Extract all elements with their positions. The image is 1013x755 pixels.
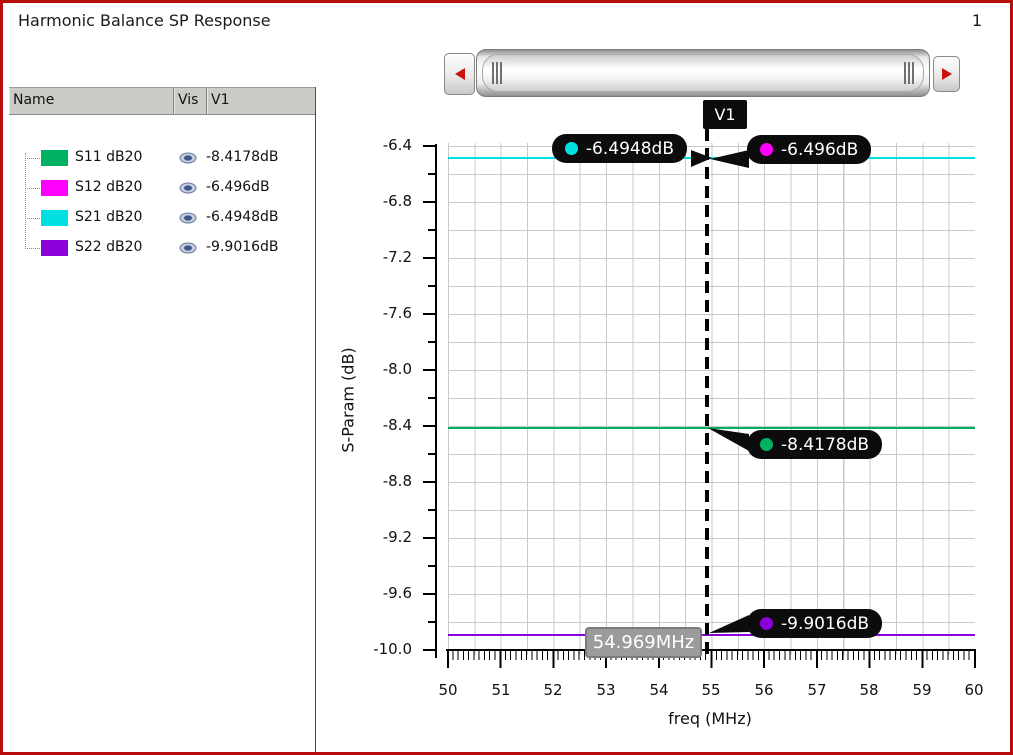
- tree-stub: [25, 218, 42, 219]
- x-tick-label: 52: [543, 681, 563, 699]
- marker-value: -9.9016dB: [206, 239, 279, 255]
- x-tick-label: 58: [859, 681, 879, 699]
- y-tick-label: -7.6: [382, 304, 412, 322]
- callout-s11-value: -8.4178dB: [781, 434, 870, 455]
- callout-s21: -6.4948dB: [551, 134, 687, 163]
- y-tick-label: -10.0: [373, 640, 412, 658]
- visibility-eye-toggle[interactable]: [179, 212, 197, 228]
- series-name: S22 dB20: [75, 239, 143, 255]
- horizontal-scrollbar: [444, 49, 960, 97]
- series-color-swatch: [41, 180, 68, 196]
- marker-value: -6.4948dB: [206, 209, 279, 225]
- marker-frequency-readout[interactable]: 54.969MHz: [585, 627, 702, 658]
- legend-row-s21[interactable]: S21 dB20 -6.4948dB: [9, 203, 315, 233]
- marker-v1-label[interactable]: V1: [703, 100, 747, 129]
- series-color-swatch: [41, 240, 68, 256]
- tree-stub: [25, 248, 42, 249]
- y-tick-label: -8.4: [382, 416, 412, 434]
- legend-header: Name Vis V1: [9, 87, 315, 115]
- plot-area[interactable]: [448, 143, 975, 655]
- green-dot-icon: [760, 438, 773, 451]
- series-name: S11 dB20: [75, 149, 143, 165]
- y-tick-label: -9.2: [382, 528, 412, 546]
- vertical-marker-line[interactable]: [705, 129, 709, 660]
- x-tick-label: 57: [807, 681, 827, 699]
- tree-stub: [25, 158, 42, 159]
- trace-s11: [448, 427, 975, 429]
- visibility-eye-toggle[interactable]: [179, 242, 197, 258]
- callout-s12: -6.496dB: [747, 135, 872, 164]
- x-tick-label: 51: [491, 681, 511, 699]
- right-arrow-icon: [941, 68, 952, 80]
- callout-s22: -9.9016dB: [747, 609, 883, 638]
- x-axis-major-ticks: [447, 651, 977, 668]
- scrollbar-thumb[interactable]: [482, 54, 924, 92]
- x-tick-label: 54: [649, 681, 669, 699]
- legend-rows: S11 dB20 -8.4178dB S12 dB20 -6.496dB S21…: [9, 143, 315, 263]
- y-tick-label: -6.4: [382, 136, 412, 154]
- legend-row-s22[interactable]: S22 dB20 -9.9016dB: [9, 233, 315, 263]
- y-axis-line: [435, 144, 437, 658]
- callout-s22-value: -9.9016dB: [781, 613, 870, 634]
- tree-stub: [25, 188, 42, 189]
- legend-header-vis[interactable]: Vis: [174, 88, 207, 114]
- x-tick-label: 50: [438, 681, 458, 699]
- scrollbar-track[interactable]: [476, 49, 930, 97]
- series-color-swatch: [41, 210, 68, 226]
- magenta-dot-icon: [760, 143, 773, 156]
- x-axis-label: freq (MHz): [668, 709, 752, 728]
- callout-s11: -8.4178dB: [747, 430, 883, 459]
- visibility-eye-toggle[interactable]: [179, 182, 197, 198]
- y-tick-label: -8.0: [382, 360, 412, 378]
- legend-header-v1[interactable]: V1: [207, 88, 315, 114]
- cyan-dot-icon: [564, 142, 578, 155]
- purple-dot-icon: [760, 617, 773, 630]
- x-tick-label: 55: [701, 681, 721, 699]
- scroll-left-button[interactable]: [444, 53, 475, 95]
- y-tick-label: -7.2: [382, 248, 412, 266]
- marker-value: -6.496dB: [206, 179, 270, 195]
- x-tick-label: 60: [964, 681, 984, 699]
- y-tick-label: -8.8: [382, 472, 412, 490]
- legend-header-name[interactable]: Name: [9, 88, 174, 114]
- callout-s21-value: -6.4948dB: [585, 138, 674, 159]
- left-arrow-icon: [454, 68, 465, 80]
- legend-tree-line: [25, 153, 27, 249]
- x-tick-label: 53: [596, 681, 616, 699]
- page-number: 1: [971, 11, 982, 30]
- thumb-right-grip[interactable]: [904, 62, 914, 84]
- x-axis-line: [446, 649, 976, 651]
- callout-s12-value: -6.496dB: [781, 139, 859, 160]
- panel-separator: [315, 87, 316, 752]
- trace-s22: [448, 634, 975, 636]
- y-tick-label: -6.8: [382, 192, 412, 210]
- y-axis-minor-ticks: [428, 173, 436, 628]
- series-name: S12 dB20: [75, 179, 143, 195]
- visibility-eye-toggle[interactable]: [179, 152, 197, 168]
- legend-row-s11[interactable]: S11 dB20 -8.4178dB: [9, 143, 315, 173]
- series-name: S21 dB20: [75, 209, 143, 225]
- legend-row-s12[interactable]: S12 dB20 -6.496dB: [9, 173, 315, 203]
- scroll-right-button[interactable]: [933, 56, 960, 92]
- x-tick-label: 59: [912, 681, 932, 699]
- page-title: Harmonic Balance SP Response: [18, 11, 271, 30]
- x-tick-label: 56: [754, 681, 774, 699]
- marker-value: -8.4178dB: [206, 149, 279, 165]
- thumb-left-grip[interactable]: [492, 62, 502, 84]
- series-color-swatch: [41, 150, 68, 166]
- trace-s21: [448, 157, 975, 159]
- y-tick-label: -9.6: [382, 584, 412, 602]
